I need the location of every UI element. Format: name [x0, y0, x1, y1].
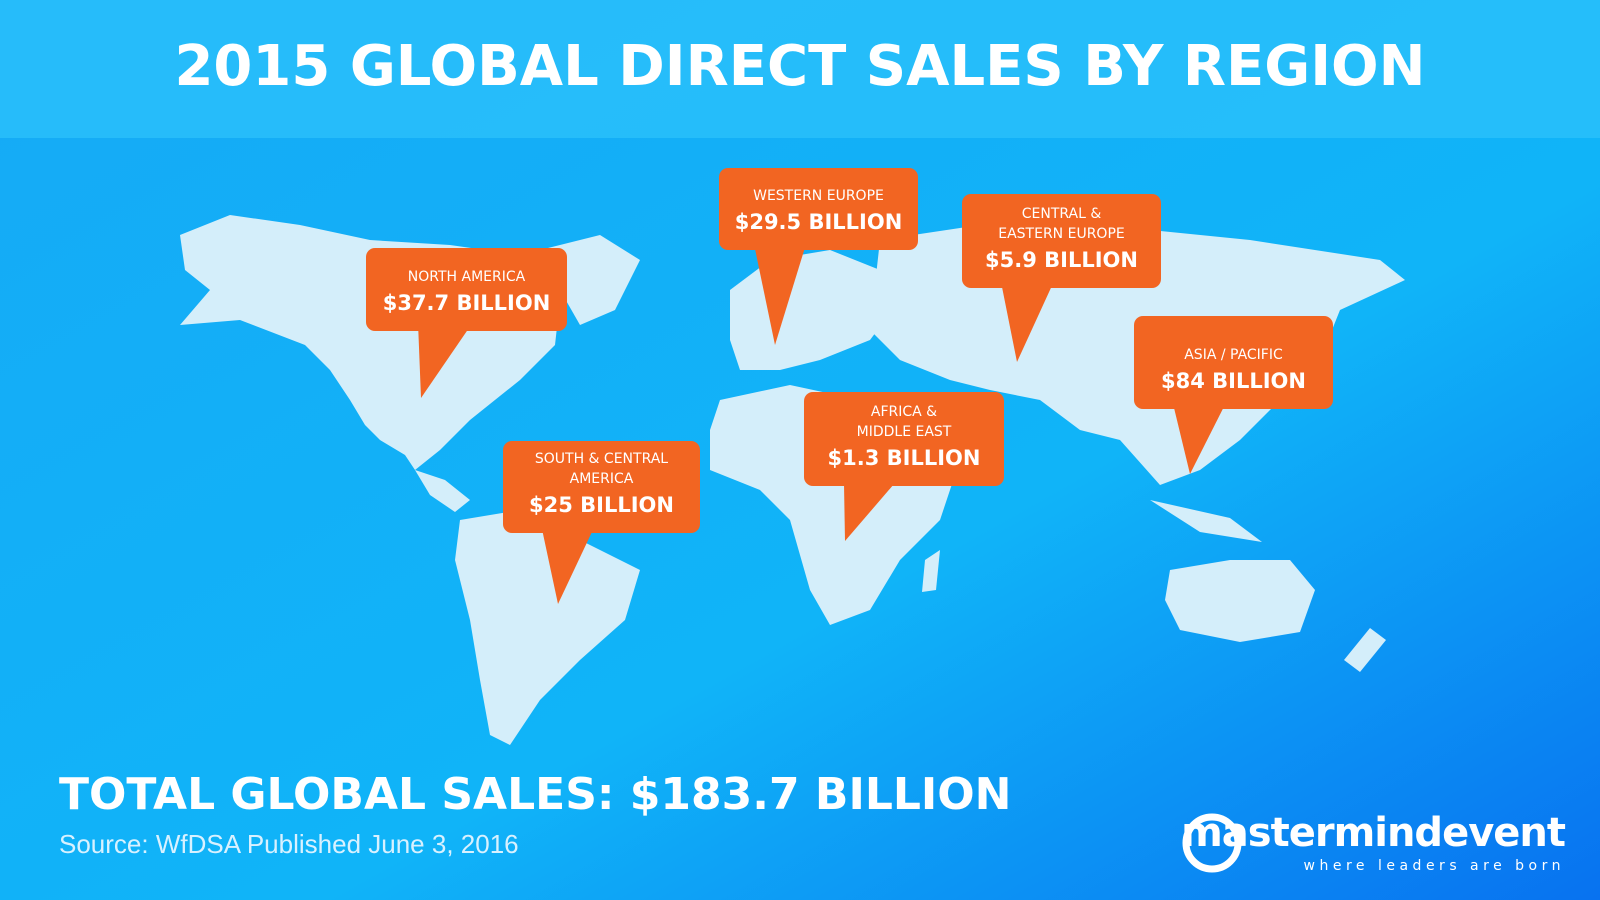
- region-amount: $37.7 BILLION: [383, 291, 551, 315]
- callout-box: [366, 248, 567, 331]
- south-america: [455, 510, 640, 745]
- indonesia: [1150, 500, 1262, 542]
- region-amount: $29.5 BILLION: [735, 210, 903, 234]
- callouts: NORTH AMERICA $37.7 BILLION WESTERN EUROPE…: [366, 168, 1333, 604]
- callout-box: [804, 392, 1004, 486]
- callout-pointer: [1173, 407, 1224, 474]
- region-name: AMERICA: [570, 471, 634, 487]
- region-amount: $84 BILLION: [1161, 369, 1306, 393]
- new-zealand: [1344, 628, 1386, 672]
- title: 2015 GLOBAL DIRECT SALES BY REGION: [174, 34, 1425, 99]
- callout-box: [503, 441, 700, 533]
- region-name: ASIA / PACIFIC: [1184, 347, 1283, 363]
- callout: AFRICA & MIDDLE EAST $1.3 BILLION: [804, 392, 1004, 541]
- uk: [738, 278, 768, 322]
- header-band: [0, 0, 1600, 138]
- region-amount: $5.9 BILLION: [985, 248, 1138, 272]
- logo-name: mastermindevent: [1181, 810, 1566, 856]
- callout-pointer: [754, 248, 805, 345]
- callout-pointer: [844, 484, 894, 541]
- region-name: EASTERN EUROPE: [998, 226, 1125, 242]
- callout-pointer: [1001, 286, 1052, 362]
- callout: NORTH AMERICA $37.7 BILLION: [366, 248, 567, 398]
- source: Source: WfDSA Published June 3, 2016: [59, 829, 519, 859]
- region-amount: $1.3 BILLION: [828, 446, 981, 470]
- region-name: SOUTH & CENTRAL: [535, 451, 668, 467]
- region-name: AFRICA &: [871, 404, 937, 420]
- central-america: [415, 470, 470, 512]
- callout: SOUTH & CENTRAL AMERICA $25 BILLION: [503, 441, 700, 604]
- region-name: NORTH AMERICA: [408, 269, 526, 285]
- logo-tagline: where leaders are born: [1304, 858, 1565, 874]
- region-name: MIDDLE EAST: [857, 424, 952, 440]
- callout-box: [1134, 316, 1333, 409]
- region-amount: $25 BILLION: [529, 493, 674, 517]
- region-name: CENTRAL &: [1022, 206, 1102, 222]
- callout-pointer: [418, 329, 469, 398]
- callout-pointer: [542, 531, 593, 604]
- region-name: WESTERN EUROPE: [753, 188, 884, 204]
- callout: CENTRAL & EASTERN EUROPE $5.9 BILLION: [962, 194, 1161, 362]
- madagascar: [922, 550, 940, 592]
- callout-box: [962, 194, 1161, 288]
- callout: WESTERN EUROPE $29.5 BILLION: [719, 168, 918, 345]
- callout-box: [719, 168, 918, 250]
- logo-ring: [1182, 813, 1242, 873]
- australia: [1165, 560, 1315, 642]
- callout: ASIA / PACIFIC $84 BILLION: [1134, 316, 1333, 474]
- total: TOTAL GLOBAL SALES: $183.7 BILLION: [59, 769, 1012, 820]
